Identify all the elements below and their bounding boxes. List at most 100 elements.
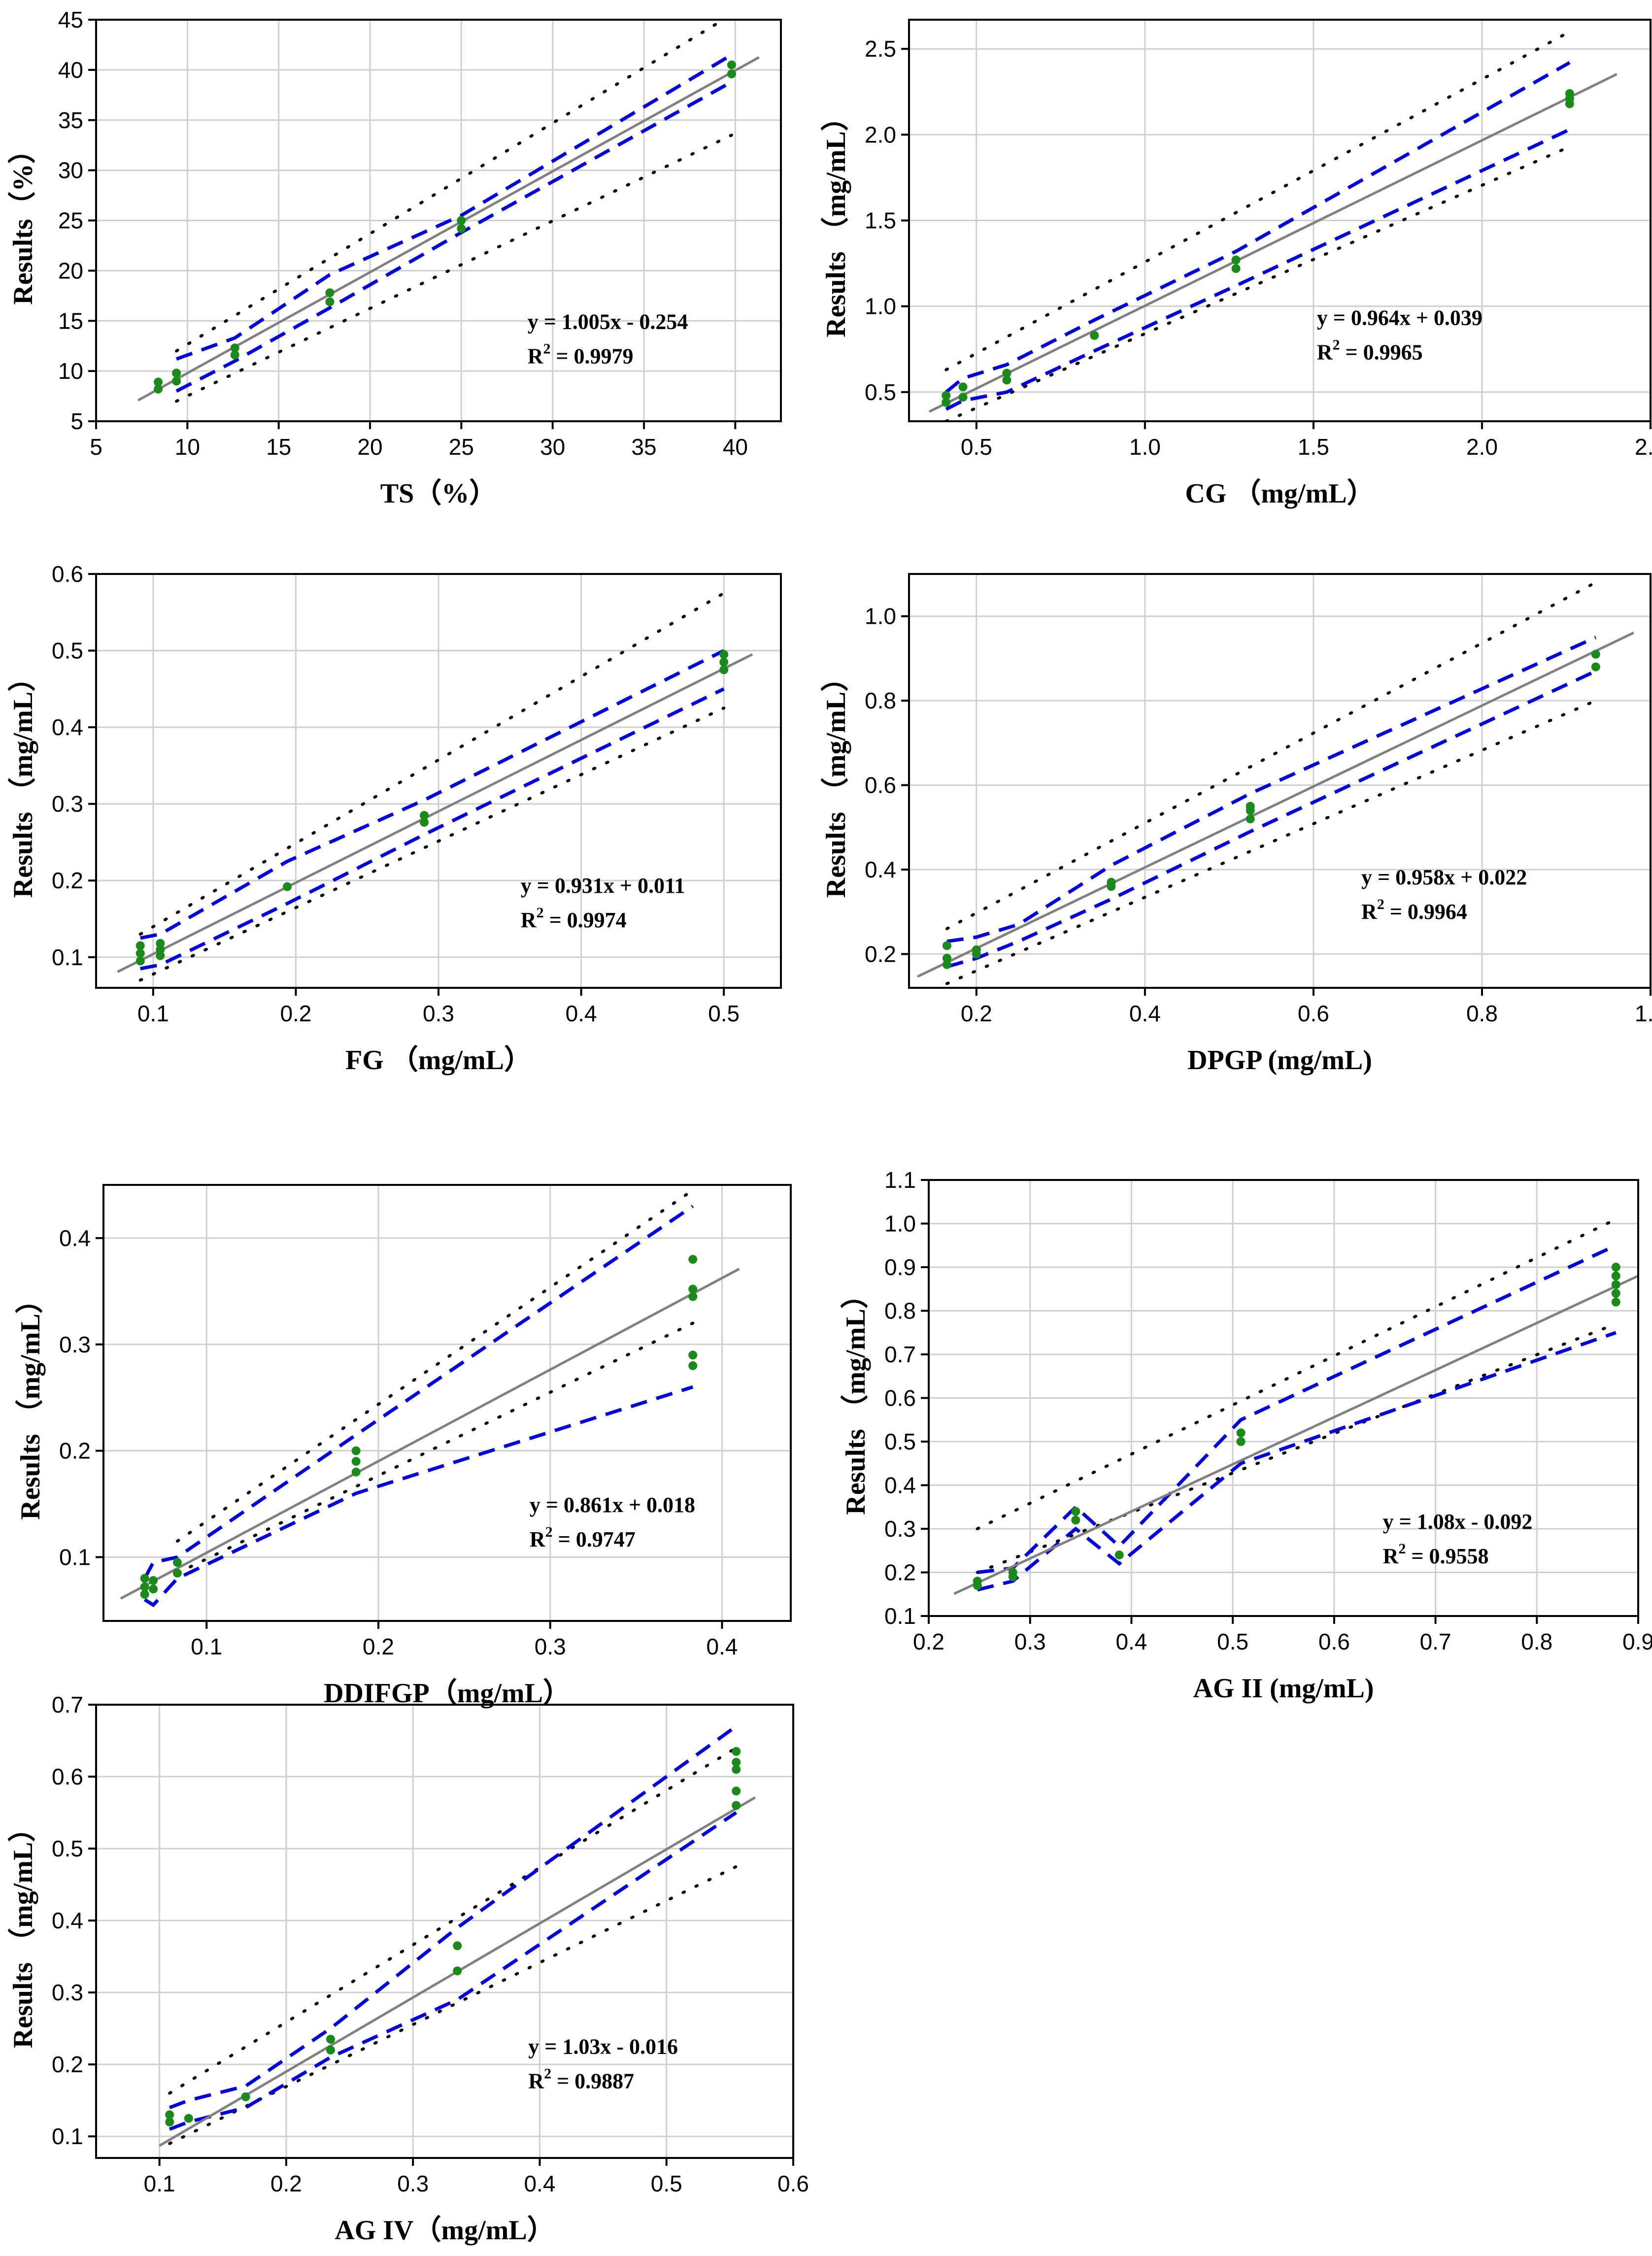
data-point	[1611, 1289, 1620, 1298]
regression-line	[137, 56, 760, 402]
y-tick-label: 0.4	[52, 1908, 83, 1933]
chart-panel-4: 0.2 0.4 0.6 0.8 1.0 0.2 0.4 0.6 0.8 1.0 DPGP (mg/m…	[820, 573, 1652, 1076]
r-squared: R2 = 0.9887	[528, 2065, 634, 2093]
y-tick-label: 0.7	[52, 1692, 83, 1717]
x-tick-label: 0.8	[1521, 1629, 1552, 1654]
data-point	[942, 398, 951, 407]
y-tick-label: 0.8	[865, 688, 896, 713]
data-point	[973, 1577, 982, 1586]
x-axis-label: AG IV（mg/mL）	[335, 2215, 554, 2246]
y-axis-label: Results （mg/mL）	[7, 664, 38, 898]
regression-line	[953, 1275, 1638, 1595]
r-squared-label: R	[530, 1527, 546, 1551]
x-tick-label: 0.4	[524, 2171, 555, 2196]
data-point	[420, 818, 429, 827]
r-squared-value: = 0.9558	[1406, 1544, 1488, 1568]
data-point	[165, 2110, 174, 2120]
y-tick-label: 1.0	[884, 1211, 916, 1237]
r-squared-value: = 0.9974	[544, 908, 627, 932]
y-tick-label: 0.1	[884, 1603, 916, 1629]
y-tick-label: 1.0	[865, 604, 896, 629]
x-tick-label: 0.2	[270, 2171, 302, 2196]
data-point	[230, 343, 239, 353]
data-point	[732, 1747, 741, 1756]
r-squared-label: R	[528, 2069, 544, 2093]
data-point	[453, 1966, 462, 1976]
data-point	[149, 1576, 158, 1585]
data-point	[1071, 1515, 1080, 1525]
data-point	[351, 1457, 361, 1466]
data-point	[688, 1292, 698, 1301]
data-point	[172, 369, 181, 378]
plot-frame	[102, 1184, 792, 1622]
x-tick-label: 0.4	[566, 1001, 597, 1026]
data-point	[1611, 1271, 1620, 1280]
r-squared-superscript: 2	[1377, 896, 1384, 912]
data-point	[942, 391, 951, 400]
x-tick-label: 0.8	[1466, 1001, 1498, 1026]
r-squared-superscript: 2	[544, 2065, 551, 2082]
regression-equation: y = 1.005x - 0.254	[528, 310, 688, 334]
y-tick-label: 0.2	[52, 868, 83, 893]
y-tick-label: 25	[58, 208, 83, 234]
data-point	[135, 956, 145, 966]
y-tick-label: 0.1	[52, 944, 83, 970]
r-squared-label: R	[1317, 340, 1333, 364]
data-point	[351, 1446, 361, 1455]
data-point	[420, 811, 429, 820]
confidence-band-lower	[169, 1811, 738, 2131]
r-squared-superscript: 2	[545, 1524, 553, 1540]
x-tick-label: 40	[723, 434, 748, 460]
confidence-band-lower	[175, 80, 733, 393]
x-tick-label: 0.9	[1622, 1629, 1652, 1654]
x-tick-label: 0.5	[961, 434, 992, 460]
data-point	[732, 1765, 741, 1774]
regression-equation: y = 0.931x + 0.011	[521, 874, 685, 898]
prediction-band-lower	[944, 145, 1571, 421]
x-tick-label: 0.2	[913, 1629, 944, 1654]
data-point	[453, 1941, 462, 1951]
y-tick-label: 1.5	[865, 208, 896, 234]
y-tick-label: 0.6	[884, 1385, 916, 1411]
r-squared: R2 = 0.9974	[521, 905, 627, 932]
y-tick-label: 30	[58, 158, 83, 183]
regression-line	[117, 653, 753, 973]
data-point	[1591, 649, 1600, 659]
data-point	[732, 1786, 741, 1796]
data-point	[154, 377, 163, 387]
data-point	[140, 1590, 149, 1599]
confidence-band-lower	[143, 1385, 694, 1608]
data-point	[156, 951, 165, 960]
data-point	[1565, 89, 1574, 98]
y-tick-label: 0.7	[884, 1342, 916, 1367]
prediction-band-lower	[176, 1321, 695, 1575]
r-squared-value: = 0.9965	[1340, 340, 1423, 364]
regression-equation: y = 0.861x + 0.018	[530, 1493, 695, 1517]
data-point	[1236, 1428, 1246, 1438]
x-tick-label: 0.4	[1129, 1001, 1161, 1026]
data-point	[1246, 814, 1255, 824]
x-axis-label: CG （mg/mL）	[1185, 478, 1374, 509]
data-point	[688, 1255, 698, 1264]
y-tick-label: 0.6	[52, 561, 83, 587]
y-tick-label: 0.4	[52, 714, 83, 740]
data-point	[1071, 1507, 1080, 1516]
data-point	[154, 384, 163, 394]
r-squared: R2 = 0.9965	[1317, 337, 1423, 364]
x-tick-label: 0.2	[961, 1001, 992, 1026]
chart-panel-6: 0.2 0.3 0.4 0.5 0.6 0.7 0.8 0.90.10.20.30.40.50…	[840, 1167, 1652, 1704]
confidence-band-upper	[143, 1205, 694, 1580]
chart-panel-3: 0.1 0.2 0.3 0.4 0.5 0.1 0.2 0.3 0.4 0.5 0.6 FG （mg/…	[7, 561, 782, 1076]
x-tick-label: 30	[540, 434, 565, 460]
x-tick-label: 0.6	[1298, 1001, 1329, 1026]
plot-area	[159, 1724, 756, 2147]
regression-equation: y = 0.958x + 0.022	[1361, 865, 1527, 889]
plot-area	[120, 1188, 740, 1608]
data-point	[719, 665, 729, 674]
data-point	[326, 2045, 335, 2054]
y-tick-label: 0.1	[59, 1544, 91, 1570]
y-tick-label: 0.2	[52, 2052, 83, 2077]
x-tick-label: 0.5	[708, 1001, 740, 1026]
y-tick-label: 0.5	[865, 379, 896, 405]
y-tick-label: 45	[58, 7, 83, 33]
